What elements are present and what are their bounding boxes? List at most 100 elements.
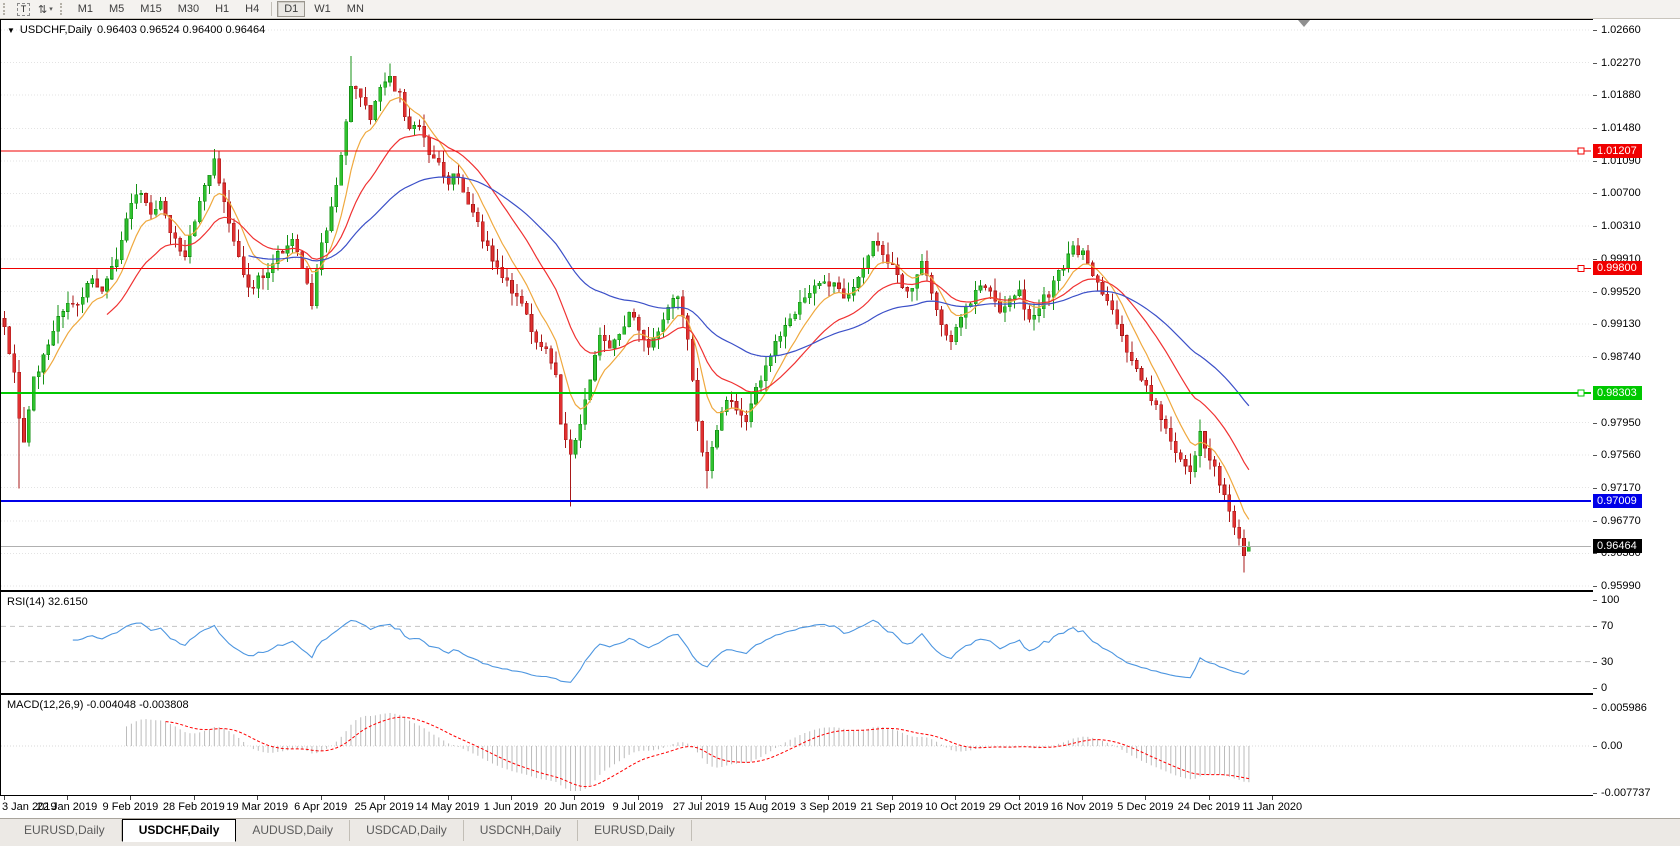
time-axis-tick bbox=[1208, 796, 1210, 800]
time-axis-tick bbox=[257, 796, 259, 800]
timeframe-button-m1[interactable]: M1 bbox=[77, 3, 94, 15]
chevron-down-icon: ▾ bbox=[49, 6, 53, 13]
time-axis-label: 20 Jun 2019 bbox=[544, 801, 605, 813]
current-price-tag: 0.96464 bbox=[1593, 539, 1642, 554]
time-axis-label: 29 Oct 2019 bbox=[988, 801, 1049, 813]
swap-arrows-icon: ⇅ bbox=[38, 3, 48, 16]
text-tool-icon: T bbox=[17, 2, 30, 16]
price-axis-label: 0.99520 bbox=[1593, 285, 1641, 299]
time-axis-label: 3 Sep 2019 bbox=[800, 801, 857, 813]
time-axis-tick bbox=[1081, 796, 1083, 800]
time-axis-label: 15 Aug 2019 bbox=[733, 801, 796, 813]
time-axis-tick bbox=[701, 796, 703, 800]
cursor-mode-button[interactable]: ⇅ ▾ bbox=[35, 2, 56, 17]
chart-tab-usdchf[interactable]: USDCHF,Daily bbox=[121, 819, 237, 842]
macd-indicator-panel[interactable]: MACD(12,26,9) -0.004048 -0.003808 bbox=[0, 694, 1594, 796]
price-line-tag: 0.97009 bbox=[1593, 493, 1642, 508]
time-axis-tick bbox=[1272, 796, 1274, 800]
price-axis[interactable]: 1.02660 1.02270 1.01880 1.01480 1.01090 1.007… bbox=[1593, 19, 1680, 818]
chart-ohlc-values: 0.96403 0.96524 0.96400 0.96464 bbox=[97, 24, 266, 36]
fast-ma-line[interactable] bbox=[43, 96, 1250, 520]
price-axis-label: 1.02270 bbox=[1593, 56, 1641, 70]
time-axis-tick bbox=[447, 796, 449, 800]
time-axis-label: 19 Mar 2019 bbox=[226, 801, 289, 813]
chart-title: ▼ USDCHF,Daily 0.96403 0.96524 0.96400 0… bbox=[7, 24, 265, 36]
chart-tab-eurusd[interactable]: EURUSD,Daily bbox=[8, 820, 122, 841]
rsi-axis-label: 0 bbox=[1593, 681, 1607, 695]
time-axis-tick bbox=[511, 796, 513, 800]
time-axis-label: 3 Jan 2019 bbox=[2, 801, 57, 813]
time-axis-label: 28 Feb 2019 bbox=[162, 801, 225, 813]
timeframe-button-m30[interactable]: M30 bbox=[177, 3, 200, 15]
timeframe-button-h1[interactable]: H1 bbox=[215, 3, 230, 15]
time-axis-label: 24 Dec 2019 bbox=[1177, 801, 1241, 813]
chart-context-arrow-icon[interactable]: ▼ bbox=[7, 25, 15, 35]
timeframe-button-m5[interactable]: M5 bbox=[109, 3, 125, 15]
time-axis-tick bbox=[193, 796, 195, 800]
main-price-chart[interactable]: ▼ USDCHF,Daily 0.96403 0.96524 0.96400 0… bbox=[0, 19, 1594, 591]
time-axis-tick bbox=[1145, 796, 1147, 800]
price-axis-label: 1.02660 bbox=[1593, 23, 1641, 37]
time-axis-tick bbox=[955, 796, 957, 800]
chart-tab-usdcad[interactable]: USDCAD,Daily bbox=[350, 820, 464, 841]
toolbar-grip bbox=[3, 3, 9, 15]
chart-shift-marker[interactable] bbox=[1298, 20, 1310, 27]
time-axis-label: 5 Dec 2019 bbox=[1117, 801, 1174, 813]
time-axis-label: 9 Feb 2019 bbox=[102, 801, 159, 813]
timeframe-button-d1[interactable]: D1 bbox=[277, 1, 306, 17]
macd-axis-label: 0.00 bbox=[1593, 739, 1622, 753]
timeframe-button-h4[interactable]: H4 bbox=[245, 3, 260, 15]
rsi-label: RSI(14) 32.6150 bbox=[7, 596, 88, 608]
chart-symbol-period: USDCHF,Daily bbox=[19, 24, 93, 36]
chart-tab-audusd[interactable]: AUDUSD,Daily bbox=[236, 820, 351, 841]
top-toolbar: T ⇅ ▾ M1 M5 M15 M30 H1 H4 D1 W1 MN bbox=[0, 0, 1680, 19]
time-axis-tick bbox=[130, 796, 132, 800]
time-axis[interactable]: 3 Jan 2019 22 Jan 2019 9 Feb 2019 28 Feb 20… bbox=[0, 796, 1593, 818]
toolbar-separator bbox=[271, 2, 273, 16]
time-axis-tick bbox=[764, 796, 766, 800]
price-axis-label: 0.97950 bbox=[1593, 416, 1641, 430]
time-axis-label: 16 Nov 2019 bbox=[1050, 801, 1114, 813]
chart-tab-bar: EURUSD,Daily USDCHF,Daily AUDUSD,Daily USDC… bbox=[0, 818, 1680, 846]
price-line-tag: 0.99800 bbox=[1593, 261, 1642, 276]
time-axis-tick bbox=[320, 796, 322, 800]
price-axis-label: 0.97170 bbox=[1593, 481, 1641, 495]
time-axis-label: 25 Apr 2019 bbox=[354, 801, 414, 813]
hline-handle[interactable] bbox=[1577, 147, 1585, 155]
slow-ma-line[interactable] bbox=[248, 176, 1250, 407]
price-line-tag: 0.98303 bbox=[1593, 386, 1642, 401]
hline-handle[interactable] bbox=[1577, 264, 1585, 272]
time-axis-tick bbox=[574, 796, 576, 800]
chart-tab-eurusd[interactable]: EURUSD,Daily bbox=[578, 820, 692, 841]
macd-histogram bbox=[126, 712, 1250, 791]
timeframe-button-m15[interactable]: M15 bbox=[140, 3, 162, 15]
chart-tab-usdcnh[interactable]: USDCNH,Daily bbox=[464, 820, 579, 841]
time-axis-tick bbox=[3, 796, 5, 800]
rsi-axis-label: 30 bbox=[1593, 655, 1613, 669]
toolbar-grip bbox=[59, 3, 66, 15]
timeframe-button-mn[interactable]: MN bbox=[346, 3, 364, 15]
time-axis-label: 27 Jul 2019 bbox=[672, 801, 730, 813]
timeframe-button-w1[interactable]: W1 bbox=[314, 3, 331, 15]
price-axis-label: 0.98740 bbox=[1593, 350, 1641, 364]
time-axis-label: 22 Jan 2019 bbox=[36, 801, 98, 813]
time-axis-tick bbox=[66, 796, 68, 800]
rsi-indicator-panel[interactable]: RSI(14) 32.6150 bbox=[0, 591, 1594, 694]
macd-axis-label: -0.007737 bbox=[1593, 786, 1651, 800]
hline-handle[interactable] bbox=[1577, 389, 1585, 397]
time-axis-tick bbox=[891, 796, 893, 800]
time-axis-label: 14 May 2019 bbox=[415, 801, 480, 813]
time-axis-tick bbox=[1018, 796, 1020, 800]
price-gridlines bbox=[1, 29, 1591, 587]
macd-label: MACD(12,26,9) -0.004048 -0.003808 bbox=[7, 699, 189, 711]
price-line-tag: 1.01207 bbox=[1593, 144, 1642, 159]
candles bbox=[2, 55, 1251, 573]
macd-axis-label: 0.005986 bbox=[1593, 701, 1647, 715]
time-axis-tick bbox=[637, 796, 639, 800]
rsi-axis-label: 100 bbox=[1593, 593, 1619, 607]
mid-ma-line[interactable] bbox=[106, 134, 1250, 471]
time-axis-label: 21 Sep 2019 bbox=[860, 801, 923, 813]
text-labels-tool-button[interactable]: T bbox=[14, 2, 33, 17]
time-axis-label: 11 Jan 2020 bbox=[1242, 801, 1303, 813]
